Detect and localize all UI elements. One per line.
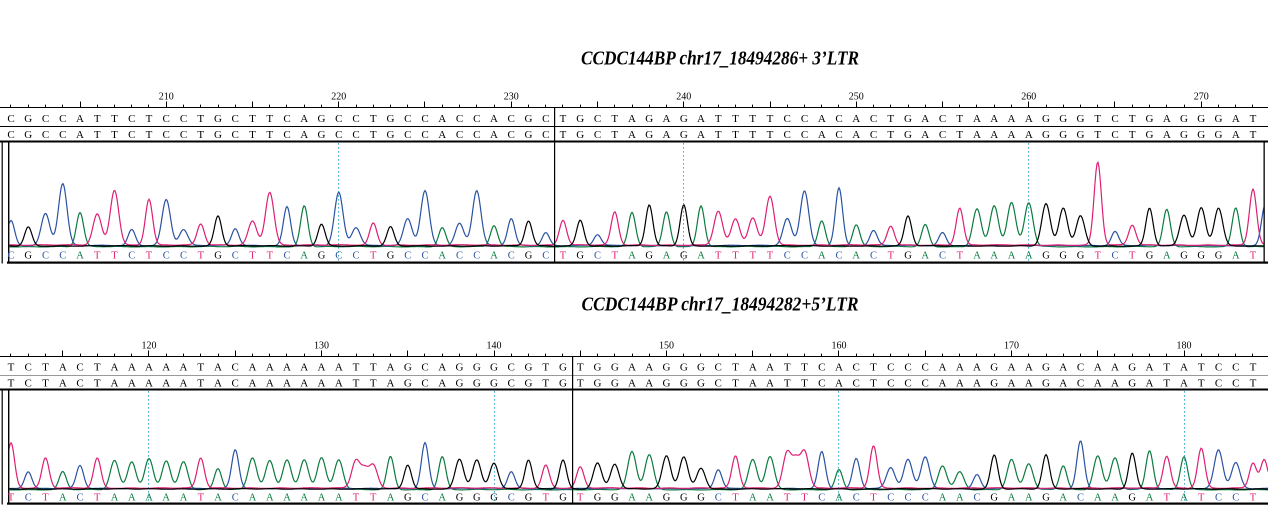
svg-text:TCTACTAAAAATACAAAAAATTAGCAGGGC: TCTACTAAAAATACAAAAAATTAGCAGGGCGTGTGGAAGG… — [8, 361, 1257, 373]
svg-text:140: 140 — [487, 341, 502, 352]
svg-text:260: 260 — [1021, 92, 1036, 103]
svg-text:CCDC144BP chr17_18494286+ 3’LT: CCDC144BP chr17_18494286+ 3’LTR — [581, 48, 859, 70]
svg-text:130: 130 — [314, 341, 329, 352]
svg-text:150: 150 — [659, 341, 674, 352]
svg-text:180: 180 — [1177, 341, 1192, 352]
svg-text:250: 250 — [849, 92, 864, 103]
svg-text:220: 220 — [331, 92, 346, 103]
svg-text:CCDC144BP chr17_18494282+5’LT: CCDC144BP chr17_18494282+5’LTR — [582, 294, 859, 316]
svg-text:CGCCATTCTCCTGCTTCAGCCTGCCACCAC: CGCCATTCTCCTGCTTCAGCCTGCCACCACGCTGCTAGAG… — [7, 113, 1256, 125]
svg-text:160: 160 — [832, 341, 847, 352]
svg-text:120: 120 — [142, 341, 157, 352]
svg-text:210: 210 — [159, 92, 174, 103]
svg-text:240: 240 — [676, 92, 691, 103]
svg-text:CGCCATTCTCCTGCTTCAGCCTGCCACCAC: CGCCATTCTCCTGCTTCAGCCTGCCACCACGCTGCTAGAG… — [7, 129, 1256, 141]
svg-text:270: 270 — [1194, 92, 1209, 103]
svg-text:230: 230 — [504, 92, 519, 103]
svg-text:TCTACTAAAAATACAAAAAATTAGCAGGGC: TCTACTAAAAATACAAAAAATTAGCAGGGCGTGTGGAAGG… — [8, 378, 1257, 390]
svg-text:170: 170 — [1004, 341, 1019, 352]
